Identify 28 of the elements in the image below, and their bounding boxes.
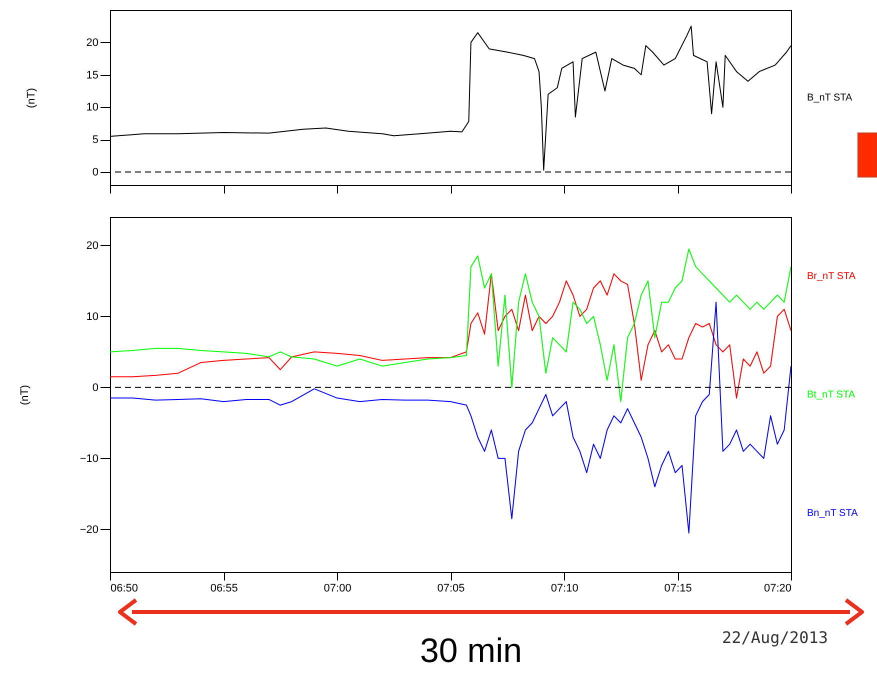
y-tick-label: −10 (80, 452, 98, 465)
text: Bt_nT STA (807, 390, 856, 400)
text: B_nT STA (807, 92, 853, 104)
x-tick-label: 06:50 (110, 582, 138, 594)
text: 30 min (420, 632, 522, 671)
line-series (110, 302, 791, 534)
y-tick-label: 20 (86, 240, 98, 252)
text: 22/Aug/2013 (722, 628, 828, 647)
y-tick-label: 5 (92, 134, 98, 146)
line-series (110, 273, 791, 399)
y-tick-label: −20 (80, 524, 98, 536)
x-tick-label: 06:55 (210, 582, 238, 594)
line-series (110, 248, 791, 402)
y-tick-label: 0 (92, 166, 98, 179)
text: Br_nT STA (807, 271, 856, 282)
y-tick-label: 10 (86, 310, 98, 323)
x-tick-label: 07:00 (324, 582, 352, 594)
x-tick-label: 07:10 (550, 582, 578, 594)
x-tick-label: 07:15 (664, 582, 692, 594)
y-tick-label: 15 (86, 69, 98, 82)
text: Bn_nT STA (807, 508, 858, 519)
y-tick-label: 20 (86, 36, 98, 49)
y-tick-label: 10 (86, 102, 98, 114)
x-tick-label: 07:05 (437, 582, 465, 594)
y-axis-title: (nT) (18, 384, 31, 406)
y-axis-title: (nT) (25, 88, 38, 108)
x-tick-label: 07:20 (764, 582, 792, 594)
y-tick-label: 0 (92, 382, 98, 394)
